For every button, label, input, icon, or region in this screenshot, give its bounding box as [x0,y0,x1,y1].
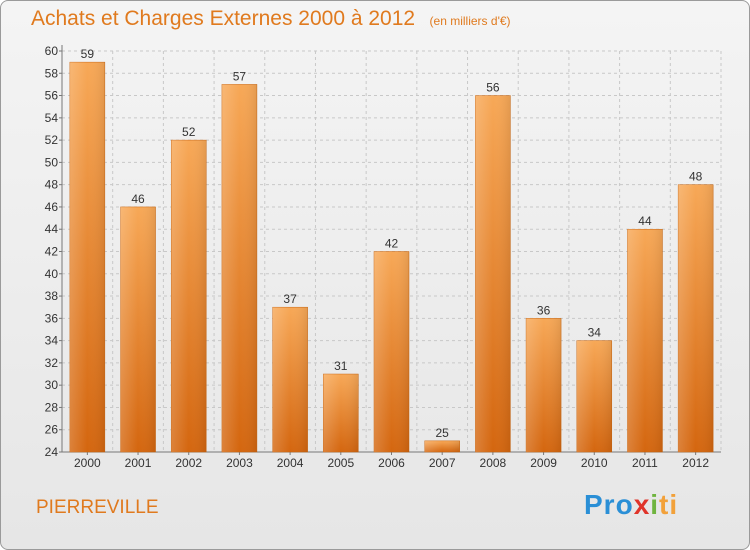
unit-text: (en milliers d'€) [429,14,511,28]
bar-shade [69,62,105,453]
y-tick-label: 38 [45,289,59,303]
data-label: 34 [588,326,602,340]
y-tick-label: 44 [45,222,59,236]
logo-part: ti [659,489,679,520]
bar-shade [475,95,511,453]
data-label: 46 [131,192,145,206]
data-label: 25 [436,426,450,440]
y-tick-label: 34 [45,334,59,348]
x-tick-label: 2012 [682,456,709,470]
y-tick-label: 48 [45,178,59,192]
y-tick-label: 32 [45,356,59,370]
proxiti-logo: Proxiti [584,489,678,521]
y-tick-label: 58 [45,66,59,80]
x-tick-label: 2007 [429,456,456,470]
y-tick-label: 40 [45,267,59,281]
y-tick-label: 60 [45,44,59,58]
logo-part: i [650,489,660,520]
data-label: 59 [81,47,95,61]
y-tick-label: 46 [45,200,59,214]
y-tick-label: 28 [45,400,59,414]
bar-shade [171,140,207,452]
bar-shade [323,374,359,452]
location-label: PIERREVILLE [36,497,159,518]
bar-shade [374,251,409,452]
bar-shade [272,307,308,452]
x-tick-label: 2008 [480,456,507,470]
y-tick-label: 50 [45,155,59,169]
bar-shade [627,229,663,452]
bar-shade [424,440,460,452]
x-tick-label: 2000 [74,456,101,470]
data-labels: 59 46 52 57 37 31 42 25 56 36 34 44 48 [81,47,703,440]
y-tick-label: 26 [45,423,59,437]
bars [69,61,714,453]
data-label: 36 [537,303,551,317]
bar-shade [221,84,257,453]
data-label: 56 [486,81,500,95]
bar-shade [526,318,562,452]
title-text: Achats et Charges Externes 2000 à 2012 [31,7,416,30]
y-tick-label: 54 [45,111,59,125]
x-tick-label: 2004 [277,456,304,470]
y-tick-label: 24 [45,445,59,459]
y-tick-label: 42 [45,245,59,259]
x-tick-label: 2009 [530,456,557,470]
x-tick-label: 2001 [125,456,152,470]
axes: 24 26 28 30 32 34 36 38 40 42 44 46 48 50 52 54 56 58 60 20… [45,44,721,470]
bar-shade [576,340,612,452]
data-label: 31 [334,359,348,373]
logo-part: x [633,489,651,520]
x-tick-label: 2010 [581,456,608,470]
y-tick-label: 56 [45,89,59,103]
x-tick-label: 2011 [632,456,658,470]
data-label: 52 [182,125,196,139]
y-tick-label: 36 [45,311,59,325]
x-tick-label: 2006 [378,456,405,470]
y-tick-label: 52 [45,133,59,147]
x-tick-label: 2005 [327,456,354,470]
bar-shade [678,184,714,452]
x-tick-label: 2003 [226,456,253,470]
data-label: 42 [385,237,399,251]
data-label: 37 [283,292,297,306]
logo-part: Pro [584,489,634,520]
chart-title: Achats et Charges Externes 2000 à 2012 (… [31,7,511,31]
data-label: 44 [638,214,652,228]
data-label: 57 [233,69,247,83]
bar-shade [120,206,156,452]
data-label: 48 [689,170,703,184]
x-tick-label: 2002 [175,456,202,470]
y-tick-label: 30 [45,378,59,392]
